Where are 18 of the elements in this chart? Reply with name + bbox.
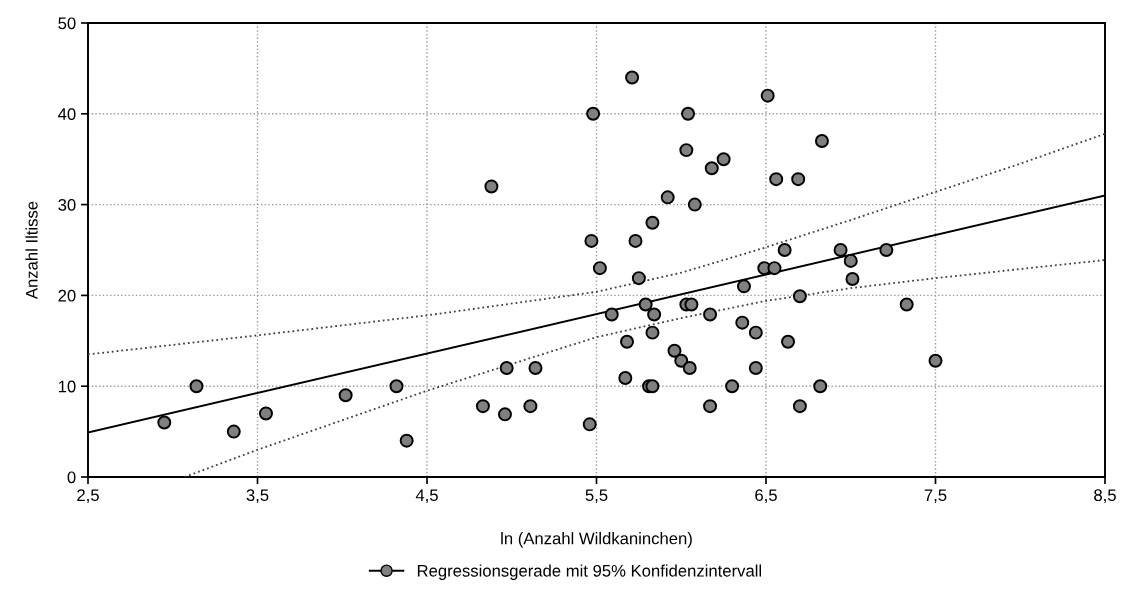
y-tick-label: 0 <box>67 471 76 484</box>
x-tick-label: 2,5 <box>77 489 99 504</box>
y-tick-label: 30 <box>58 199 76 211</box>
y-tick-label: 20 <box>58 289 76 302</box>
y-tick-label: 10 <box>58 380 76 393</box>
x-axis-title: ln (Anzahl Wildkaninchen) <box>501 532 692 548</box>
y-axis-title: Anzahl Iltisse <box>25 201 38 300</box>
line-series <box>88 132 1105 356</box>
line-series <box>183 259 1105 477</box>
x-tick-label: 6,5 <box>755 489 777 504</box>
x-tick-label: 3,5 <box>246 489 269 504</box>
x-tick-label: 4,5 <box>415 489 438 504</box>
x-tick-label: 8,5 <box>1094 489 1116 504</box>
y-tick-label: 40 <box>58 108 76 120</box>
x-tick-label: 7,5 <box>924 489 947 504</box>
y-tick-label: 50 <box>58 17 76 30</box>
legend-label: Regressionsgerade mit 95% Konfidenzintervall <box>417 564 762 580</box>
x-tick-label: 5,5 <box>585 489 608 504</box>
